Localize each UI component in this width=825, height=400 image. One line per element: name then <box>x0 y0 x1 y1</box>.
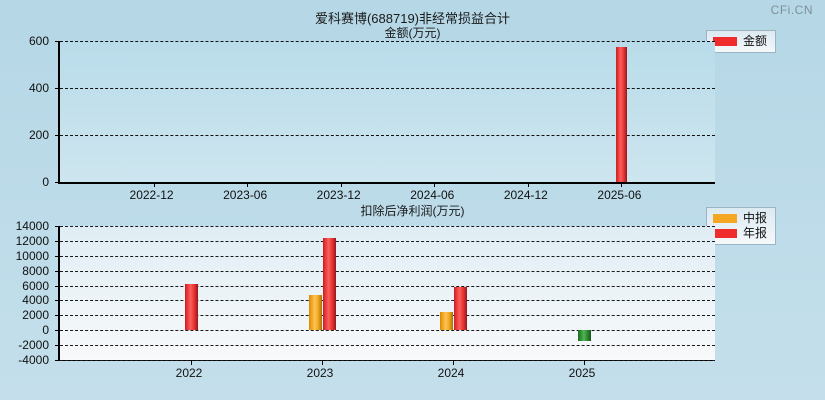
y-axis-label: 8000 <box>22 263 49 278</box>
bar-年报-2023[interactable] <box>322 237 336 331</box>
gridline <box>60 300 715 302</box>
y-axis-tick <box>55 255 60 257</box>
legend-label: 金额 <box>743 34 768 48</box>
legend-swatch-icon <box>713 229 737 238</box>
gridline <box>60 240 715 242</box>
y-axis-label: 200 <box>28 128 49 142</box>
y-axis-tick <box>55 182 60 183</box>
x-axis-tick <box>247 182 249 187</box>
legend-bottom-item[interactable]: 中报 <box>713 211 767 226</box>
x-axis-tick <box>434 182 436 187</box>
watermark: CFi.CN <box>770 3 813 17</box>
y-axis-tick <box>55 345 60 347</box>
y-axis-label: 14000 <box>15 219 49 233</box>
legend-swatch-icon <box>713 37 737 46</box>
y-axis-tick <box>55 270 60 272</box>
y-axis-tick <box>55 41 60 42</box>
x-axis-label: 2024 <box>437 366 465 380</box>
legend-label: 年报 <box>743 226 768 240</box>
y-axis-tick <box>55 285 60 287</box>
y-axis-tick <box>55 360 60 361</box>
y-axis-label: -4000 <box>18 353 49 367</box>
gridline <box>60 285 715 287</box>
page-title: 爱科赛博(688719)非经常损益合计 <box>314 11 511 26</box>
gridline <box>60 226 715 227</box>
x-axis-tick <box>527 182 529 187</box>
y-axis-label: 12000 <box>15 233 49 248</box>
bar-年报-2024[interactable] <box>453 287 467 331</box>
y-axis-label: 4000 <box>22 293 49 308</box>
x-axis-tick <box>322 360 323 365</box>
gridline <box>60 88 715 89</box>
x-axis-label: 2024-06 <box>410 188 455 202</box>
y-axis-label: 2000 <box>22 308 49 323</box>
x-axis-tick <box>153 182 155 187</box>
x-axis-label: 2025-06 <box>597 188 642 202</box>
x-axis-label: 2023 <box>306 366 334 380</box>
gridline <box>60 255 715 257</box>
x-axis-label: 2023-06 <box>223 188 268 202</box>
legend-bottom: 中报 年报 <box>706 207 777 245</box>
gridline <box>60 135 715 136</box>
panel-bottom-title: 扣除后净利润(万元) <box>360 204 465 218</box>
bar-中报-2023[interactable] <box>308 295 322 331</box>
y-axis-tick <box>55 135 60 136</box>
chart-subtitle: 金额(万元) <box>384 26 441 40</box>
chart-panel-net-profit <box>55 226 715 365</box>
gridline <box>60 330 715 332</box>
y-axis-tick <box>55 88 60 89</box>
y-axis-label: 0 <box>42 175 49 189</box>
y-axis-label: 600 <box>28 34 49 48</box>
y-axis-tick <box>55 300 60 302</box>
bar-中报(亏损)-2025[interactable] <box>577 330 591 341</box>
x-axis-label: 2023-12 <box>316 188 361 202</box>
gridline <box>60 270 715 272</box>
y-axis-tick <box>55 240 60 242</box>
x-axis-tick <box>621 182 623 187</box>
legend-swatch-icon <box>713 214 737 223</box>
x-axis-label: 2022 <box>175 366 203 380</box>
bar-金额-2025-06[interactable] <box>615 46 627 182</box>
x-axis-label: 2025 <box>568 366 596 380</box>
y-axis-label: 10000 <box>15 248 49 263</box>
x-axis-label: 2022-12 <box>129 188 174 202</box>
gridline <box>60 345 715 347</box>
x-axis-tick <box>453 360 454 365</box>
legend-bottom-item[interactable]: 年报 <box>713 226 767 241</box>
y-axis-label: 6000 <box>22 278 49 293</box>
x-axis-tick <box>340 182 342 187</box>
chart-panel-amount <box>55 41 715 187</box>
legend-top: 金额 <box>706 30 777 53</box>
y-axis-label: -2000 <box>18 338 49 353</box>
y-axis-label: 0 <box>42 323 49 338</box>
gridline <box>60 315 715 317</box>
legend-label: 中报 <box>743 211 768 225</box>
bar-中报-2024[interactable] <box>439 311 453 331</box>
x-axis-tick <box>584 360 585 365</box>
y-axis-label: 400 <box>28 81 49 95</box>
x-axis-tick <box>191 360 192 365</box>
x-axis-label: 2024-12 <box>503 188 548 202</box>
y-axis-tick <box>55 315 60 317</box>
y-axis-tick <box>55 330 60 332</box>
gridline <box>60 41 715 42</box>
y-axis-tick <box>55 226 60 227</box>
bar-年报-2022[interactable] <box>184 283 198 331</box>
legend-top-item[interactable]: 金额 <box>713 34 767 49</box>
gridline <box>60 360 715 361</box>
